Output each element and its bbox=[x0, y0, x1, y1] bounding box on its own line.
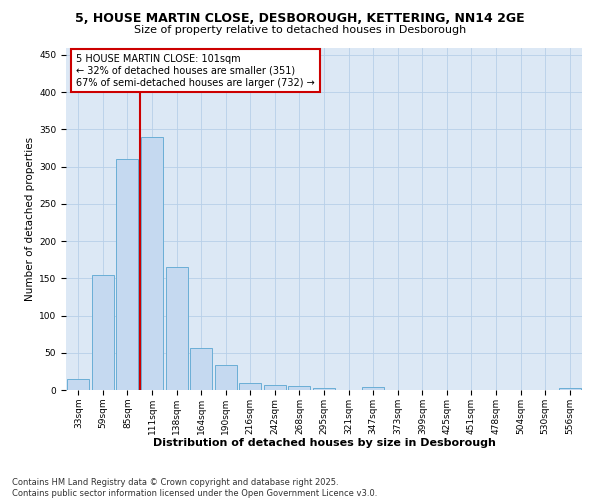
Bar bbox=[190, 348, 212, 390]
Text: Contains HM Land Registry data © Crown copyright and database right 2025.
Contai: Contains HM Land Registry data © Crown c… bbox=[12, 478, 377, 498]
Bar bbox=[92, 274, 114, 390]
Bar bbox=[264, 385, 286, 390]
Bar bbox=[313, 388, 335, 390]
Y-axis label: Number of detached properties: Number of detached properties bbox=[25, 136, 35, 301]
Text: 5 HOUSE MARTIN CLOSE: 101sqm
← 32% of detached houses are smaller (351)
67% of s: 5 HOUSE MARTIN CLOSE: 101sqm ← 32% of de… bbox=[76, 54, 315, 88]
Bar bbox=[362, 387, 384, 390]
Bar bbox=[239, 384, 262, 390]
Bar bbox=[166, 267, 188, 390]
Text: 5, HOUSE MARTIN CLOSE, DESBOROUGH, KETTERING, NN14 2GE: 5, HOUSE MARTIN CLOSE, DESBOROUGH, KETTE… bbox=[75, 12, 525, 26]
Bar bbox=[116, 159, 139, 390]
Bar bbox=[215, 366, 237, 390]
Text: Size of property relative to detached houses in Desborough: Size of property relative to detached ho… bbox=[134, 25, 466, 35]
Bar bbox=[289, 386, 310, 390]
X-axis label: Distribution of detached houses by size in Desborough: Distribution of detached houses by size … bbox=[152, 438, 496, 448]
Bar bbox=[141, 137, 163, 390]
Bar bbox=[67, 379, 89, 390]
Bar bbox=[559, 388, 581, 390]
